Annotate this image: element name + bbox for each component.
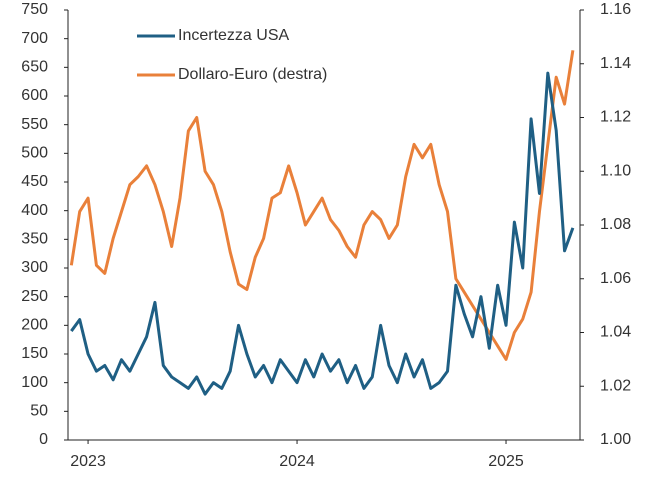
y2-tick-label: 1.04 — [600, 324, 631, 341]
legend-label: Incertezza USA — [178, 27, 289, 44]
y-tick-label: 750 — [21, 1, 48, 18]
y2-tick-label: 1.16 — [600, 1, 631, 18]
y-tick-label: 300 — [21, 259, 48, 276]
y-tick-label: 600 — [21, 87, 48, 104]
y-tick-label: 700 — [21, 30, 48, 47]
y2-tick-label: 1.12 — [600, 109, 631, 126]
y-tick-label: 650 — [21, 59, 48, 76]
y2-tick-label: 1.06 — [600, 270, 631, 287]
y2-tick-label: 1.00 — [600, 431, 631, 448]
y-tick-label: 400 — [21, 202, 48, 219]
y-tick-label: 200 — [21, 317, 48, 334]
y-tick-label: 150 — [21, 345, 48, 362]
series-line — [69, 50, 575, 361]
y-tick-label: 450 — [21, 173, 48, 190]
y-tick-label: 550 — [21, 116, 48, 133]
y2-tick-label: 1.08 — [600, 216, 631, 233]
y-tick-label: 500 — [21, 145, 48, 162]
x-tick-label: 2025 — [488, 453, 524, 470]
y-tick-label: 50 — [30, 403, 48, 420]
x-tick-label: 2024 — [279, 453, 315, 470]
y2-tick-label: 1.14 — [600, 55, 631, 72]
y-tick-label: 100 — [21, 374, 48, 391]
y-tick-label: 250 — [21, 288, 48, 305]
y-tick-label: 0 — [39, 431, 48, 448]
y2-tick-label: 1.02 — [600, 377, 631, 394]
series-line — [70, 71, 575, 396]
legend-label: Dollaro-Euro (destra) — [178, 66, 327, 83]
y-tick-label: 350 — [21, 231, 48, 248]
x-tick-label: 2023 — [70, 453, 106, 470]
y2-tick-label: 1.10 — [600, 162, 631, 179]
